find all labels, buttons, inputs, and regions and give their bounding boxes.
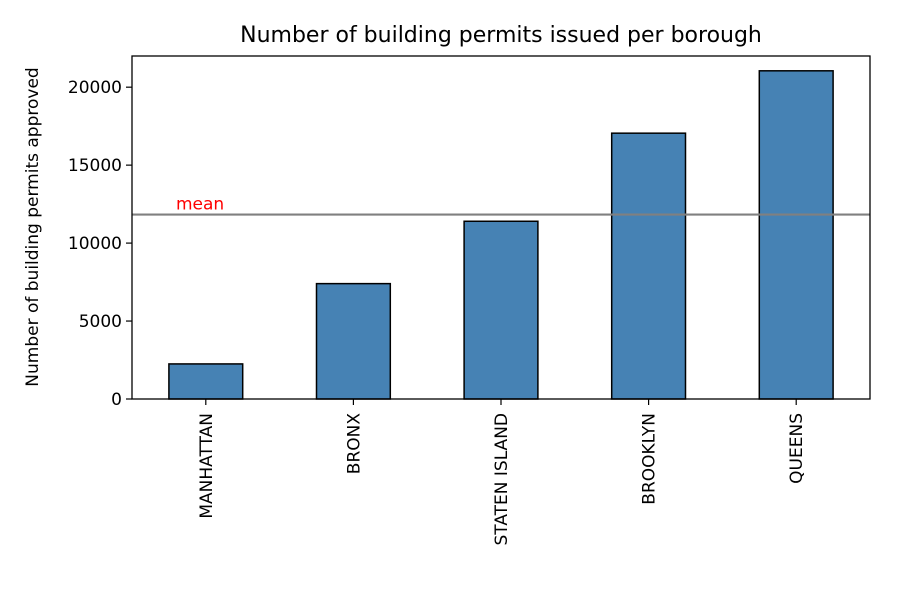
bar-brooklyn [610,132,687,400]
y-tick-label: 5000 [79,312,122,332]
bar-queens [758,70,834,400]
bar-manhattan [168,363,244,400]
bar-staten-island [463,220,539,400]
x-tick-label: STATEN ISLAND [492,413,512,546]
x-tick-label: MANHATTAN [197,413,217,519]
y-tick-label: 0 [111,390,122,410]
x-tick-label: BROOKLYN [640,413,660,505]
plot-frame [131,55,871,400]
y-tick-label: 15000 [68,156,122,176]
bar-bronx [315,282,392,400]
y-tick-label: 20000 [68,78,122,98]
y-tick-label: 10000 [68,234,122,254]
x-tick-label: QUEENS [787,413,807,484]
x-tick-label: BRONX [344,413,364,475]
mean-label: mean [176,195,224,215]
y-axis-label: Number of building permits approved [23,67,43,386]
chart-title: Number of building permits issued per bo… [240,23,762,48]
plot-area: mean 0 5000 10000 15000 20000 MANHATTAN BRONX ST… [68,70,870,546]
